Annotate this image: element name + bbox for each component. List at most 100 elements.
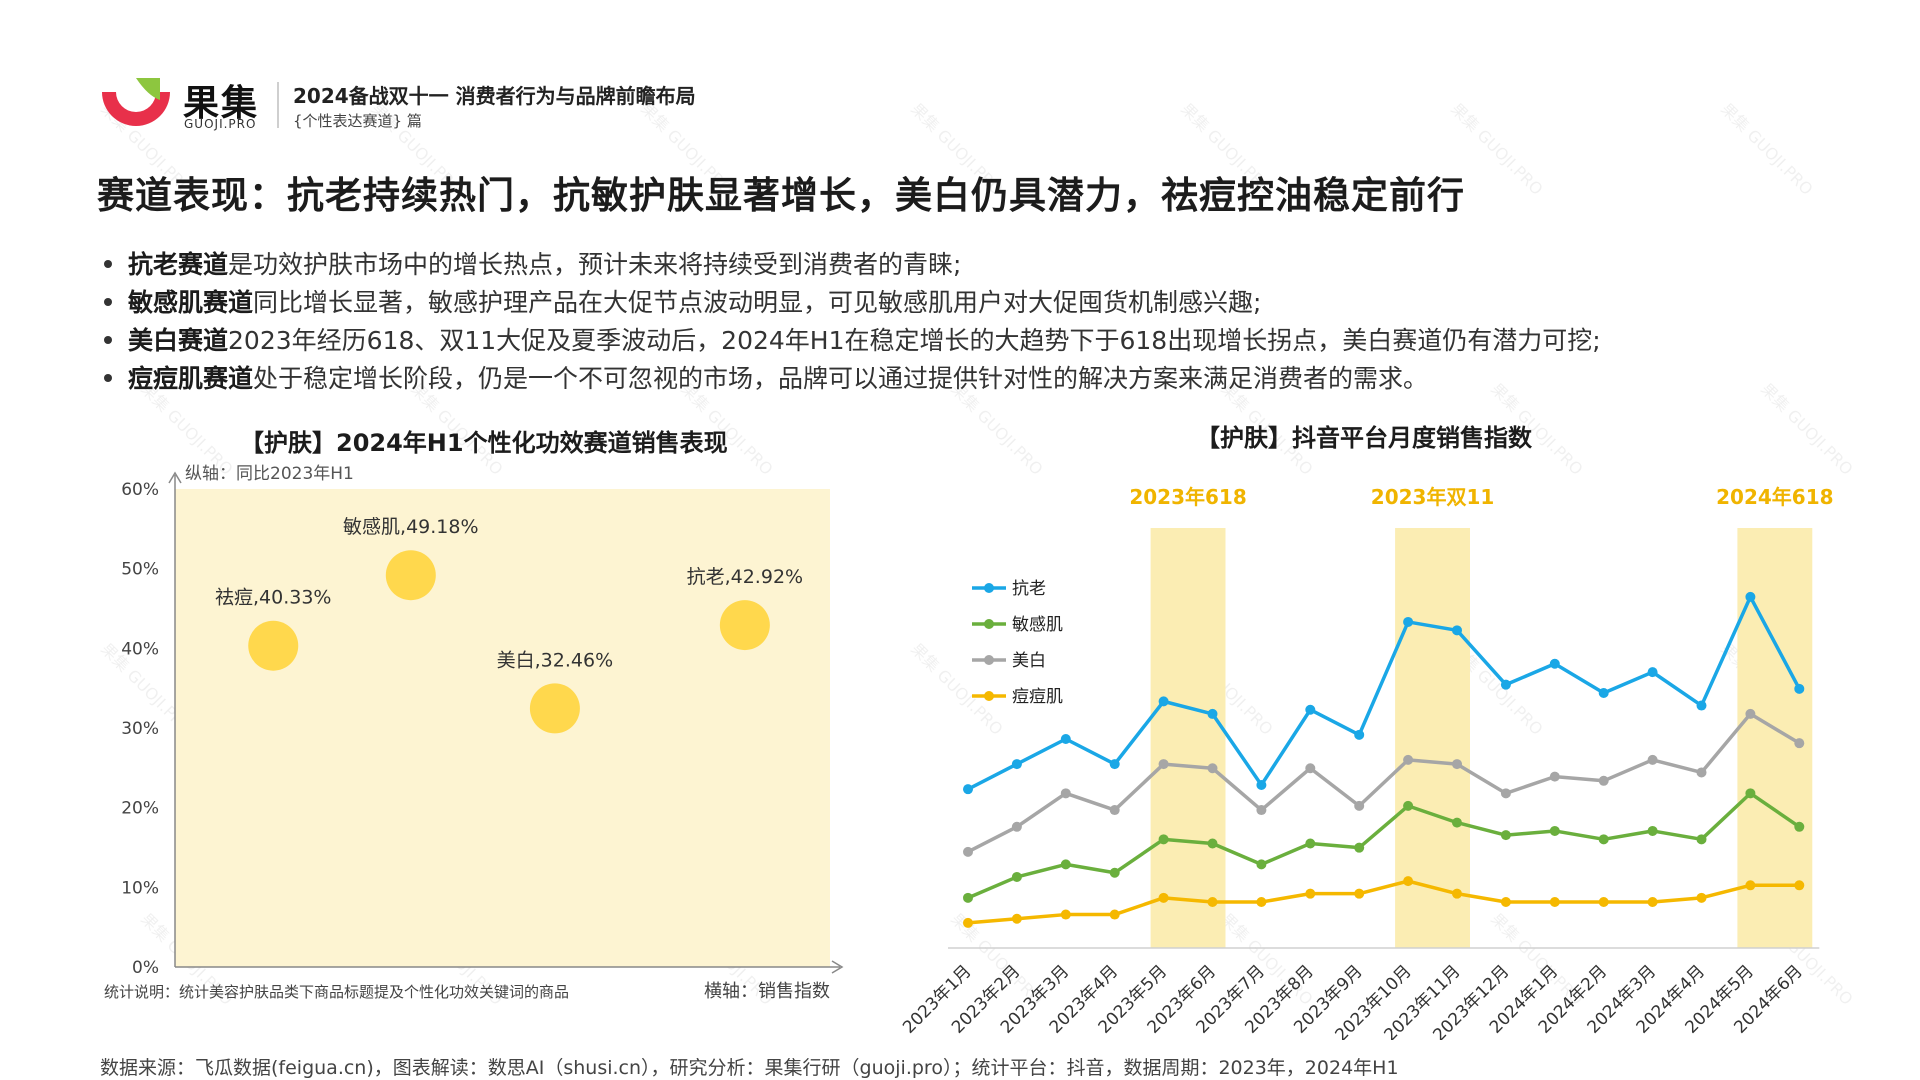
bullet-bold: 美白赛道 [128, 326, 229, 355]
bubble-point [248, 620, 299, 671]
series-point [1305, 763, 1316, 774]
y-tick-label: 10% [121, 878, 159, 898]
report-subtitle: {个性表达赛道} 篇 [293, 112, 422, 130]
series-point [1598, 688, 1609, 699]
series-point [1158, 834, 1169, 845]
bullet-dot-icon [104, 297, 112, 306]
series-point [1207, 838, 1218, 849]
series-point [1452, 625, 1462, 636]
series-point [1452, 817, 1462, 828]
series-point [1011, 821, 1022, 832]
series-point [1745, 788, 1756, 799]
bullet-bold: 敏感肌赛道 [128, 288, 254, 317]
highlight-label: 2023年618 [1129, 485, 1246, 509]
series-point [1549, 825, 1560, 836]
series-point [1745, 708, 1756, 719]
series-point [1647, 667, 1658, 678]
series-point [1158, 759, 1169, 770]
series-point [1696, 700, 1707, 711]
line-chart: 2023年618 2023年双11 2024年6182023年1月2023年2月20… [899, 485, 1833, 1040]
series-point [1256, 859, 1267, 870]
series-point [1158, 892, 1169, 903]
series-point [1647, 825, 1658, 836]
series-point [1794, 738, 1805, 749]
series-point [1745, 591, 1756, 602]
series-point [1745, 880, 1756, 891]
x-axis-arrow-icon [831, 960, 844, 974]
legend-marker [984, 691, 994, 701]
brand-domain: GUOJI.PRO [184, 117, 257, 131]
insight-bullets: 抗老赛道是功效护肤市场中的增长热点，预计未来将持续受到消费者的青睐; 敏感肌赛道… [100, 246, 1860, 398]
series-point [1060, 734, 1071, 744]
series-point [1794, 821, 1805, 832]
series-point [1060, 859, 1071, 870]
bullet-dot-icon [104, 259, 112, 268]
legend-label: 敏感肌 [1012, 615, 1063, 635]
series-point [1549, 658, 1560, 669]
highlight-label: 2023年双11 [1371, 485, 1495, 509]
series-point [1256, 779, 1267, 790]
series-point [1109, 867, 1120, 878]
series-point [1500, 897, 1511, 908]
series-point [1305, 838, 1316, 849]
series-point [1598, 897, 1609, 908]
highlight-label: 2024年618 [1716, 485, 1833, 509]
bubble-label: 祛痘,40.33% [215, 587, 332, 609]
data-source-footer: 数据来源：飞瓜数据(feigua.cn)，图表解读：数思AI（shusi.cn）… [100, 1057, 1399, 1079]
y-tick-label: 0% [132, 958, 159, 978]
left-chart-title: 【护肤】2024年H1个性化功效赛道销售表现 [240, 429, 728, 457]
bubble-chart: 纵轴：同比2023年H1 0% 10% 20% 30% 40% 50% 60% 祛痘,40.33… [104, 464, 844, 1002]
watermark-mark: 果集 GUOJI.PRO [1717, 99, 1816, 198]
bubble-point [385, 550, 436, 601]
series-point [1647, 754, 1658, 765]
series-point [1598, 775, 1609, 786]
header-divider [277, 82, 279, 128]
plot-background [175, 489, 830, 967]
series-point [1354, 842, 1365, 853]
bullet-text: 2023年经历618、双11大促及夏季波动后，2024年H1在稳定增长的大趋势下… [228, 326, 1601, 355]
series-point [1500, 679, 1511, 690]
series-point [1403, 754, 1414, 765]
bullet-item: 敏感肌赛道同比增长显著，敏感护理产品在大促节点波动明显，可见敏感肌用户对大促囤货… [100, 284, 1860, 322]
series-point [1158, 696, 1169, 707]
y-tick-label: 30% [121, 719, 159, 739]
series-point [1354, 729, 1365, 740]
bullet-text: 是功效护肤市场中的增长热点，预计未来将持续受到消费者的青睐; [228, 250, 962, 279]
series-point [1256, 897, 1267, 908]
bullet-bold: 痘痘肌赛道 [128, 364, 254, 393]
legend-marker [984, 655, 994, 665]
series-point [963, 846, 973, 857]
series-point [963, 784, 973, 795]
series-point [1403, 876, 1414, 887]
chart-note: 统计说明：统计美容护肤品类下商品标题提及个性化功效关键词的商品 [104, 983, 569, 1001]
series-line [967, 712, 1801, 854]
brand-name: 果集 [183, 83, 260, 124]
bubble-label: 敏感肌,49.18% [343, 516, 479, 538]
bullet-text: 处于稳定增长阶段，仍是一个不可忽视的市场，品牌可以通过提供针对性的解决方案来满足… [253, 364, 1429, 393]
legend-label: 抗老 [1012, 579, 1046, 599]
series-point [1794, 880, 1805, 891]
series-line [967, 791, 1801, 900]
series-point [1305, 888, 1316, 899]
series-point [1696, 892, 1707, 903]
right-chart-title: 【护肤】抖音平台月度销售指数 [1196, 424, 1532, 452]
highlight-band [1150, 528, 1226, 948]
series-point [1794, 683, 1805, 694]
series-point [1549, 771, 1560, 782]
bullet-item: 美白赛道2023年经历618、双11大促及夏季波动后，2024年H1在稳定增长的… [100, 322, 1860, 360]
series-point [1109, 909, 1120, 920]
y-tick-label: 50% [121, 560, 159, 580]
series-point [1060, 909, 1071, 920]
series-line [967, 595, 1801, 791]
series-point [1354, 800, 1365, 811]
watermark-text: 果集 GUOJI.PRO [1717, 99, 1816, 198]
bubble-label: 美白,32.46% [497, 649, 614, 671]
series-point [1696, 767, 1707, 778]
series-point [1305, 704, 1316, 715]
y-tick-label: 40% [121, 639, 159, 659]
legend-marker [984, 619, 994, 629]
series-point [1403, 616, 1414, 627]
bullet-bold: 抗老赛道 [128, 250, 229, 279]
series-point [1549, 897, 1560, 908]
